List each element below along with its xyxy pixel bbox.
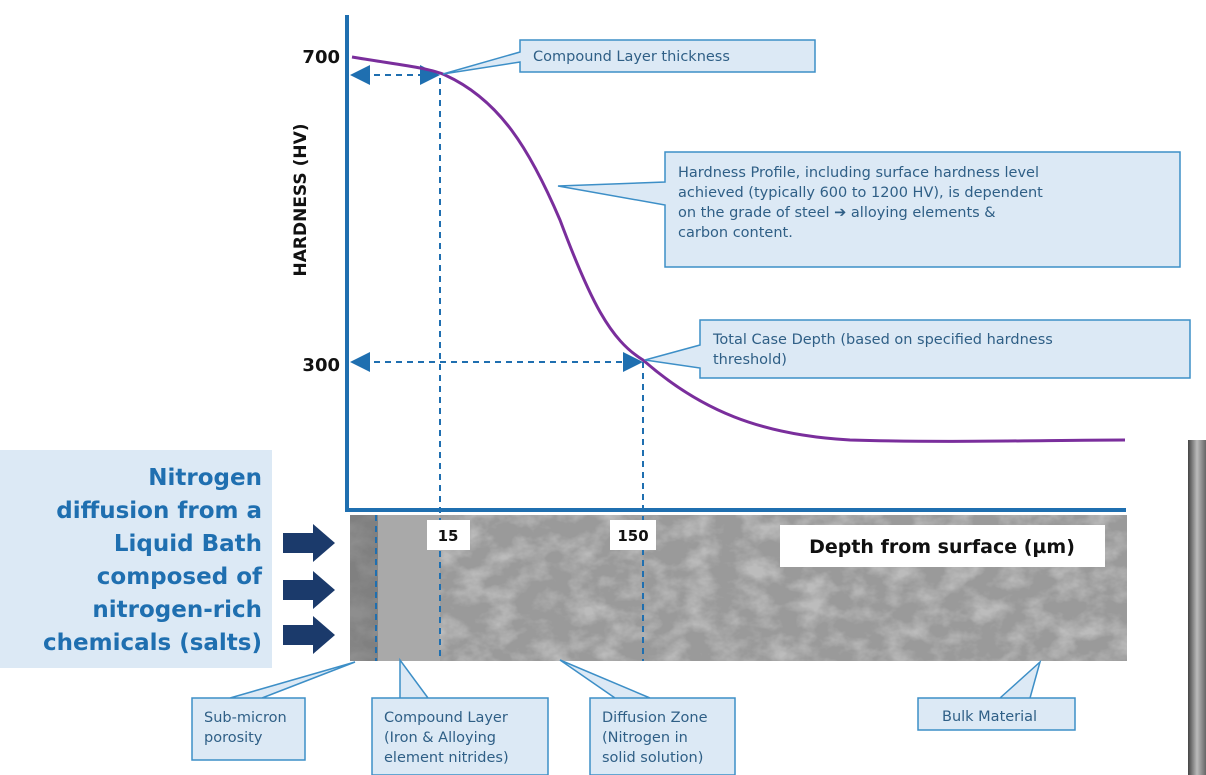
callout-text: carbon content. xyxy=(678,225,793,241)
callout-text: threshold) xyxy=(713,352,787,368)
callout-text: Compound Layer xyxy=(384,710,508,726)
callout xyxy=(442,39,816,75)
left-panel xyxy=(0,450,272,668)
callout-text: Total Case Depth (based on specified har… xyxy=(712,332,1053,348)
x-tick-box xyxy=(610,520,656,550)
callout-text: Bulk Material xyxy=(942,709,1037,725)
callout xyxy=(644,319,1191,379)
y-axis-title: HARDNESS (HV) xyxy=(291,124,311,277)
callout xyxy=(559,659,736,775)
callout-text: element nitrides) xyxy=(384,750,509,766)
x-axis-title: Depth from surface (µm) xyxy=(809,536,1075,558)
callout-text: (Nitrogen in xyxy=(602,730,688,746)
x-tick: 15 xyxy=(438,527,459,545)
y-tick: 700 xyxy=(302,47,340,68)
left-text-line: composed of xyxy=(97,564,263,590)
callout xyxy=(557,151,1181,268)
left-text-line: Liquid Bath xyxy=(114,531,262,557)
callout-text: achieved (typically 600 to 1200 HV), is … xyxy=(678,185,1043,201)
callout-text: Compound Layer thickness xyxy=(533,49,730,65)
x-tick: 150 xyxy=(617,527,648,545)
callout-text: solid solution) xyxy=(602,750,703,766)
porosity-band xyxy=(350,515,378,661)
callout-texts: Compound Layer thickness Hardness Profile… xyxy=(204,49,1053,766)
hardness-curve xyxy=(351,55,1126,443)
callout-text: Diffusion Zone xyxy=(602,710,708,726)
callout-text: (Iron & Alloying xyxy=(384,730,496,746)
callout-text: Hardness Profile, including surface hard… xyxy=(678,165,1039,181)
y-tick: 300 xyxy=(302,355,340,376)
diffusion-arrows xyxy=(283,524,335,654)
left-text-line: nitrogen-rich xyxy=(92,597,262,623)
callout-text: porosity xyxy=(204,730,263,746)
left-text-line: Nitrogen xyxy=(148,465,262,491)
callout xyxy=(191,661,356,761)
left-text-line: chemicals (salts) xyxy=(43,630,262,656)
callout-text: on the grade of steel ➔ alloying element… xyxy=(678,205,996,221)
callout xyxy=(917,659,1076,731)
shaft xyxy=(1188,440,1206,775)
callout xyxy=(371,657,549,775)
left-text: Nitrogen diffusion from a Liquid Bath compo… xyxy=(43,465,263,656)
left-text-line: diffusion from a xyxy=(56,498,262,524)
x-tick-box xyxy=(427,520,470,550)
x-title-box xyxy=(780,525,1105,567)
callout-text: Sub-micron xyxy=(204,710,287,726)
